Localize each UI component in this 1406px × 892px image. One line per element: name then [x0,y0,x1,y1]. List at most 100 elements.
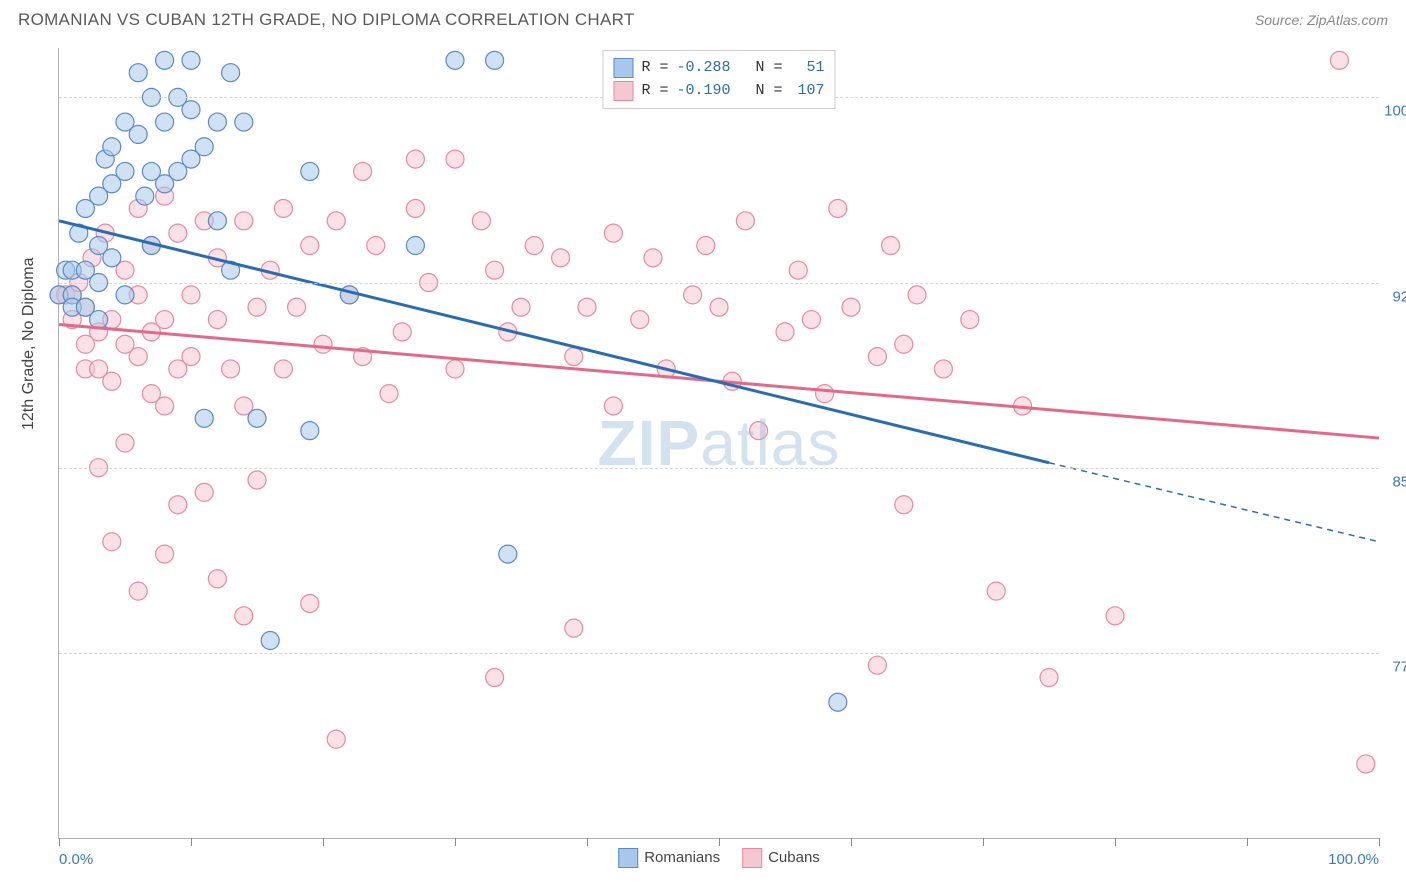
x-tick [1247,838,1248,846]
scatter-point [103,372,121,390]
scatter-point [552,249,570,267]
scatter-point [274,199,292,217]
scatter-point [604,224,622,242]
y-tick-label: 85.0% [1392,473,1406,490]
scatter-point [710,298,728,316]
scatter-point [314,335,332,353]
scatter-point [208,113,226,131]
scatter-point [103,138,121,156]
scatter-point [354,162,372,180]
scatter-point [288,298,306,316]
scatter-point [235,113,253,131]
scatter-point [129,348,147,366]
scatter-point [208,311,226,329]
scatter-point [406,199,424,217]
scatter-point [486,669,504,687]
legend-bottom: Romanians Cubans [618,848,820,868]
chart-header: ROMANIAN VS CUBAN 12TH GRADE, NO DIPLOMA… [0,0,1406,36]
scatter-point [525,237,543,255]
n-value-2: 107 [791,80,825,103]
scatter-point [327,730,345,748]
r-label-2: R = [641,80,668,103]
legend-label-1: Romanians [644,849,720,866]
r-value-2: -0.190 [676,80,730,103]
scatter-point [222,64,240,82]
n-label-2: N = [756,80,783,103]
scatter-point [446,51,464,69]
scatter-point [604,397,622,415]
r-value-1: -0.288 [676,57,730,80]
scatter-point [750,422,768,440]
scatter-point [631,311,649,329]
stats-legend-box: R = -0.288 N = 51 R = -0.190 N = 107 [602,50,835,109]
y-tick-label: 100.0% [1384,103,1406,120]
scatter-point [934,360,952,378]
scatter-point [156,113,174,131]
scatter-point [684,286,702,304]
y-tick-label: 92.5% [1392,288,1406,305]
n-label-1: N = [756,57,783,80]
scatter-point [829,693,847,711]
scatter-point [987,582,1005,600]
scatter-point [486,261,504,279]
scatter-point [248,471,266,489]
x-axis-label-left: 0.0% [59,851,93,868]
scatter-point [129,64,147,82]
y-tick-label: 77.5% [1392,658,1406,675]
x-tick [191,838,192,846]
scatter-point [156,311,174,329]
swatch-series-2 [613,81,633,101]
chart-title: ROMANIAN VS CUBAN 12TH GRADE, NO DIPLOMA… [18,10,635,30]
scatter-point [1106,607,1124,625]
stats-row-1: R = -0.288 N = 51 [613,57,824,80]
legend-item-2: Cubans [742,848,820,868]
legend-item-1: Romanians [618,848,720,868]
scatter-point [208,212,226,230]
scatter-point [697,237,715,255]
source-attribution: Source: ZipAtlas.com [1255,12,1388,28]
scatter-point [116,162,134,180]
scatter-point [565,348,583,366]
scatter-point [1357,755,1375,773]
scatter-point [789,261,807,279]
x-tick [1115,838,1116,846]
scatter-point [486,51,504,69]
x-axis-label-right: 100.0% [1328,851,1379,868]
scatter-point [961,311,979,329]
scatter-point [156,51,174,69]
gridline-h [59,283,1379,284]
scatter-point [129,582,147,600]
stats-row-2: R = -0.190 N = 107 [613,80,824,103]
scatter-point [406,150,424,168]
scatter-point [301,594,319,612]
scatter-point [116,434,134,452]
scatter-point [182,348,200,366]
scatter-point [1040,669,1058,687]
scatter-point [842,298,860,316]
scatter-point [103,249,121,267]
x-tick [851,838,852,846]
x-tick [59,838,60,846]
scatter-point [248,409,266,427]
scatter-point [472,212,490,230]
scatter-point [908,286,926,304]
scatter-point [327,212,345,230]
scatter-point [103,533,121,551]
scatter-point [136,187,154,205]
scatter-point [195,483,213,501]
scatter-point [274,360,292,378]
scatter-point [156,545,174,563]
scatter-point [182,286,200,304]
scatter-point [565,619,583,637]
x-tick [323,838,324,846]
scatter-point [235,607,253,625]
scatter-point [116,286,134,304]
scatter-point [301,422,319,440]
gridline-h [59,653,1379,654]
scatter-point [644,249,662,267]
swatch-series-1 [613,58,633,78]
y-axis-label: 12th Grade, No Diploma [20,257,38,430]
scatter-point [182,51,200,69]
scatter-point [169,224,187,242]
scatter-point [235,212,253,230]
